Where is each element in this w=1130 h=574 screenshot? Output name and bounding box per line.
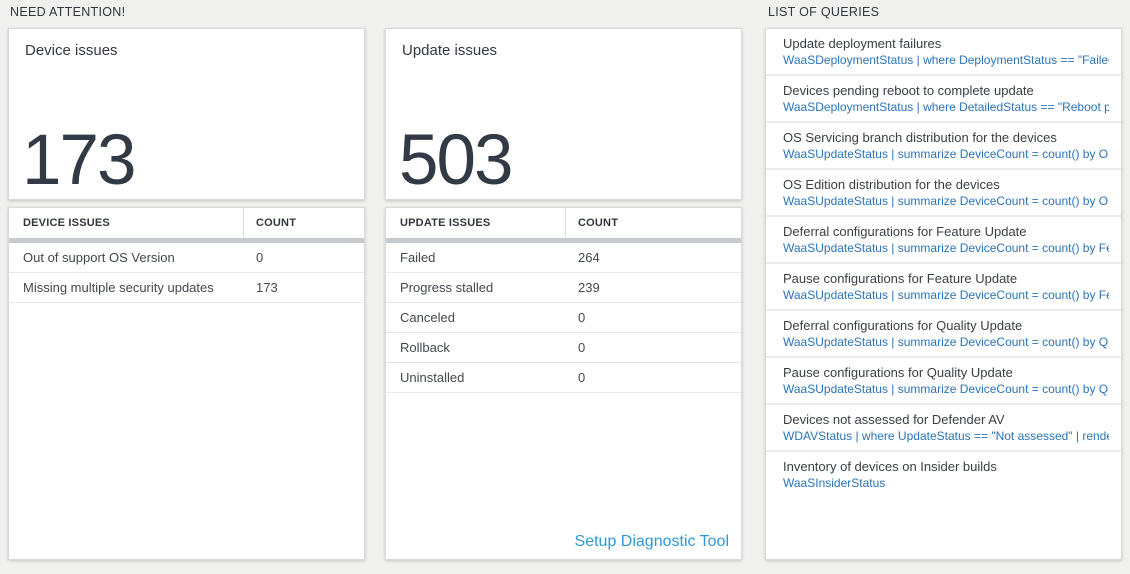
device-issues-table: DEVICE ISSUES COUNT Out of support OS Ve… <box>8 207 365 560</box>
query-title: Pause configurations for Feature Update <box>783 271 1018 286</box>
query-list-item[interactable]: Devices not assessed for Defender AV WDA… <box>766 405 1121 452</box>
list-of-queries-panel: Update deployment failures WaaSDeploymen… <box>765 28 1122 560</box>
issue-label: Progress stalled <box>400 280 494 295</box>
query-list-item[interactable]: Deferral configurations for Feature Upda… <box>766 217 1121 264</box>
issue-label: Uninstalled <box>400 370 465 385</box>
query-text: WDAVStatus | where UpdateStatus == "Not … <box>783 429 1109 443</box>
table-row[interactable]: Uninstalled 0 <box>386 363 741 393</box>
query-text: WaaSUpdateStatus | summarize DeviceCount… <box>783 194 1109 208</box>
list-of-queries-section-header: LIST OF QUERIES <box>768 5 880 19</box>
query-title: OS Edition distribution for the devices <box>783 177 1000 192</box>
query-list-item[interactable]: Pause configurations for Feature Update … <box>766 264 1121 311</box>
query-text: WaaSUpdateStatus | summarize DeviceCount… <box>783 147 1109 161</box>
query-title: OS Servicing branch distribution for the… <box>783 130 1057 145</box>
scrollbar-track[interactable] <box>386 238 741 243</box>
table-row[interactable]: Out of support OS Version 0 <box>9 243 364 273</box>
table-row[interactable]: Rollback 0 <box>386 333 741 363</box>
query-text: WaaSInsiderStatus <box>783 476 886 490</box>
query-text: WaaSUpdateStatus | summarize DeviceCount… <box>783 288 1109 302</box>
query-list-item[interactable]: Pause configurations for Quality Update … <box>766 358 1121 405</box>
query-list-item[interactable]: Deferral configurations for Quality Upda… <box>766 311 1121 358</box>
device-issues-table-header: DEVICE ISSUES COUNT <box>9 208 364 238</box>
issue-count: 0 <box>578 370 586 385</box>
device-issues-tile[interactable]: Device issues 173 <box>8 28 365 200</box>
query-list-item[interactable]: Update deployment failures WaaSDeploymen… <box>766 29 1121 76</box>
query-list-item[interactable]: Inventory of devices on Insider builds W… <box>766 452 1121 497</box>
setup-diagnostic-tool-link[interactable]: Setup Diagnostic Tool <box>574 533 729 550</box>
issue-count: 0 <box>578 340 586 355</box>
issue-label: Rollback <box>400 340 450 355</box>
update-issues-table: UPDATE ISSUES COUNT Failed 264 Progress … <box>385 207 742 560</box>
query-title: Inventory of devices on Insider builds <box>783 459 997 474</box>
query-title: Devices pending reboot to complete updat… <box>783 83 1034 98</box>
device-issues-count: 173 <box>22 121 136 200</box>
query-text: WaaSUpdateStatus | summarize DeviceCount… <box>783 382 1109 396</box>
issue-count: 0 <box>256 250 264 265</box>
issue-count: 264 <box>578 250 600 265</box>
update-issues-table-header: UPDATE ISSUES COUNT <box>386 208 741 238</box>
query-text: WaaSUpdateStatus | summarize DeviceCount… <box>783 335 1109 349</box>
column-header-device-issues: DEVICE ISSUES <box>9 208 244 238</box>
query-text: WaaSUpdateStatus | summarize DeviceCount… <box>783 241 1109 255</box>
table-row[interactable]: Missing multiple security updates 173 <box>9 273 364 303</box>
update-issues-table-body: Failed 264 Progress stalled 239 Canceled… <box>386 243 741 393</box>
issue-label: Out of support OS Version <box>23 250 175 265</box>
column-header-count: COUNT <box>578 217 619 229</box>
table-row[interactable]: Canceled 0 <box>386 303 741 333</box>
column-header-count: COUNT <box>256 217 297 229</box>
query-list-item[interactable]: Devices pending reboot to complete updat… <box>766 76 1121 123</box>
device-issues-table-body: Out of support OS Version 0 Missing mult… <box>9 243 364 303</box>
query-title: Pause configurations for Quality Update <box>783 365 1013 380</box>
issue-label: Canceled <box>400 310 455 325</box>
issue-label: Missing multiple security updates <box>23 280 214 295</box>
query-title: Devices not assessed for Defender AV <box>783 412 1005 427</box>
update-issues-tile-title: Update issues <box>402 42 498 59</box>
query-list: Update deployment failures WaaSDeploymen… <box>766 29 1121 497</box>
update-issues-tile[interactable]: Update issues 503 <box>385 28 742 200</box>
query-text: WaaSDeploymentStatus | where DeploymentS… <box>783 53 1109 67</box>
need-attention-section-header: NEED ATTENTION! <box>10 5 126 19</box>
query-list-item[interactable]: OS Edition distribution for the devices … <box>766 170 1121 217</box>
device-issues-tile-title: Device issues <box>25 42 118 59</box>
query-text: WaaSDeploymentStatus | where DetailedSta… <box>783 100 1109 114</box>
query-title: Deferral configurations for Quality Upda… <box>783 318 1023 333</box>
query-list-item[interactable]: OS Servicing branch distribution for the… <box>766 123 1121 170</box>
scrollbar-track[interactable] <box>9 238 364 243</box>
query-title: Update deployment failures <box>783 36 942 51</box>
issue-label: Failed <box>400 250 436 265</box>
issue-count: 173 <box>256 280 278 295</box>
issue-count: 239 <box>578 280 600 295</box>
column-header-update-issues: UPDATE ISSUES <box>386 208 566 238</box>
query-title: Deferral configurations for Feature Upda… <box>783 224 1027 239</box>
table-row[interactable]: Failed 264 <box>386 243 741 273</box>
issue-count: 0 <box>578 310 586 325</box>
table-row[interactable]: Progress stalled 239 <box>386 273 741 303</box>
update-issues-count: 503 <box>399 121 513 200</box>
